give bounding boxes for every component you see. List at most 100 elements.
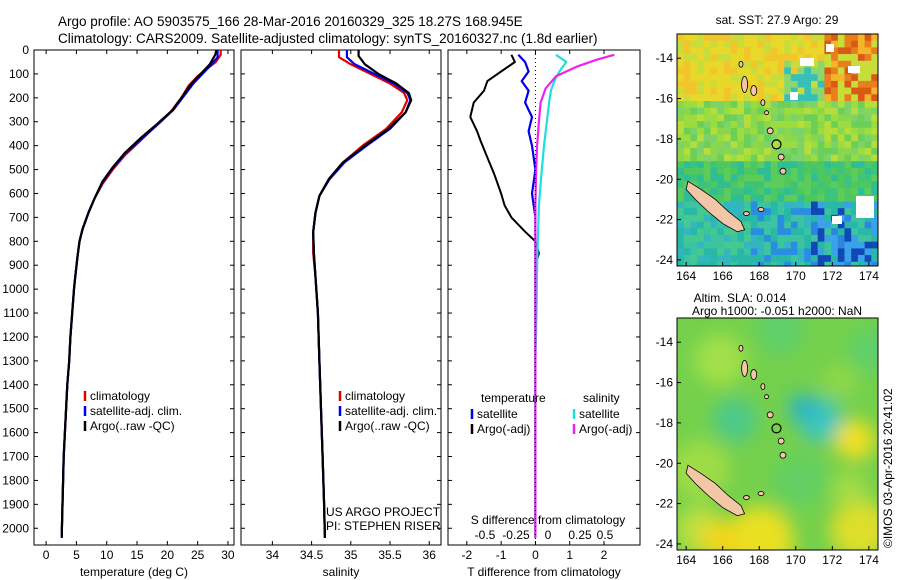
sst-missing-cell: [790, 92, 798, 100]
sst-cell: [710, 127, 718, 135]
sst-cell: [784, 255, 792, 263]
sst-cell: [717, 141, 725, 149]
sst-cell: [844, 194, 852, 202]
sst-cell: [797, 241, 805, 249]
sst-cell: [690, 54, 698, 62]
sst-cell: [790, 60, 798, 68]
sst-cell: [703, 188, 711, 196]
island-landmass: [766, 411, 774, 419]
sst-cell: [797, 161, 805, 169]
sst-cell: [723, 34, 731, 41]
sst-cell: [703, 134, 711, 142]
x-tick-label: -1: [496, 548, 507, 562]
sla-map-panel: 164 166 168 170 172 174 -14 -16 -18 -20 -22 -24 Alti…: [656, 291, 880, 567]
island-landmass: [779, 451, 787, 459]
sst-cell: [824, 87, 832, 95]
sst-cell: [837, 161, 845, 169]
sst-cell: [677, 94, 684, 102]
sst-cell: [817, 174, 825, 182]
sst-cell: [784, 154, 792, 162]
sst-cell: [871, 121, 878, 129]
sst-cell: [697, 147, 705, 155]
sst-cell: [677, 134, 684, 142]
sst-cell: [770, 114, 778, 122]
sst-cell: [790, 40, 798, 48]
sst-cell: [770, 141, 778, 149]
map-x-tick-label: 166: [713, 269, 733, 283]
sst-cell: [744, 87, 751, 95]
sst-cell: [871, 141, 878, 149]
sst-cell: [764, 261, 772, 266]
imos-credit: ©IMOS 03-Apr-2016 20:41:02: [881, 388, 895, 548]
sla-anomaly-blob: [756, 318, 804, 354]
sst-cell: [764, 201, 772, 209]
sst-cell: [730, 60, 738, 68]
sst-cell: [770, 40, 778, 48]
map-x-tick-label: 172: [822, 269, 842, 283]
sst-cell: [871, 80, 878, 88]
sst-cell: [824, 255, 832, 263]
sst-cell: [764, 154, 772, 162]
sst-cell: [831, 74, 839, 82]
map-x-tick-label: 170: [786, 553, 806, 567]
sst-cell: [770, 54, 778, 62]
sst-cell: [717, 47, 725, 55]
sst-cell: [851, 248, 859, 256]
sst-cell: [717, 60, 725, 68]
sst-cell: [703, 221, 711, 229]
sst-cell: [837, 101, 845, 108]
y-tick-label: 300: [9, 115, 29, 129]
sst-cell: [690, 208, 698, 216]
sst-cell: [844, 181, 852, 189]
sst-missing-cell: [826, 44, 834, 52]
sst-cell: [710, 40, 718, 48]
sst-cell: [777, 134, 785, 142]
sst-cell: [777, 214, 785, 222]
sst-cell: [844, 74, 852, 82]
sst-cell: [710, 107, 718, 115]
sst-cell: [790, 174, 798, 182]
sst-cell: [777, 147, 785, 155]
sst-cell: [690, 127, 698, 135]
sst-cell: [871, 101, 878, 108]
sst-cell: [710, 141, 718, 149]
sst-cell: [697, 214, 705, 222]
sst-cell: [871, 154, 878, 162]
sst-cell: [804, 261, 812, 266]
sst-cell: [857, 168, 865, 175]
sst-cell: [857, 141, 865, 149]
sst-cell: [831, 147, 839, 155]
sst-cell: [784, 147, 792, 155]
sst-cell: [697, 54, 705, 62]
sst-cell: [777, 188, 785, 196]
sst-cell: [764, 47, 772, 55]
sst-cell: [744, 194, 751, 202]
sst-cell: [817, 47, 825, 55]
sst-cell: [717, 248, 725, 256]
sst-cell: [697, 168, 705, 175]
sst-cell: [750, 47, 758, 55]
sst-cell: [737, 114, 745, 122]
sst-cell: [851, 80, 859, 88]
sst-cell: [737, 168, 745, 175]
sst-cell: [817, 261, 825, 266]
sst-cell: [844, 174, 852, 182]
sst-cell: [737, 154, 745, 162]
sst-cell: [697, 67, 705, 75]
sst-cell: [777, 40, 785, 48]
sst-cell: [837, 40, 845, 48]
sst-cell: [730, 194, 738, 202]
sst-cell: [804, 87, 812, 95]
sst-cell: [723, 201, 731, 209]
sst-cell: [824, 127, 832, 135]
sst-cell: [730, 121, 738, 129]
sst-cell: [784, 201, 792, 209]
sst-cell: [864, 255, 872, 263]
x-tick-label: 0: [532, 548, 539, 562]
sst-cell: [697, 127, 705, 135]
sst-cell: [717, 67, 725, 75]
sst-cell: [697, 174, 705, 182]
sst-cell: [683, 241, 691, 249]
sst-cell: [723, 241, 731, 249]
sst-cell: [710, 235, 718, 242]
